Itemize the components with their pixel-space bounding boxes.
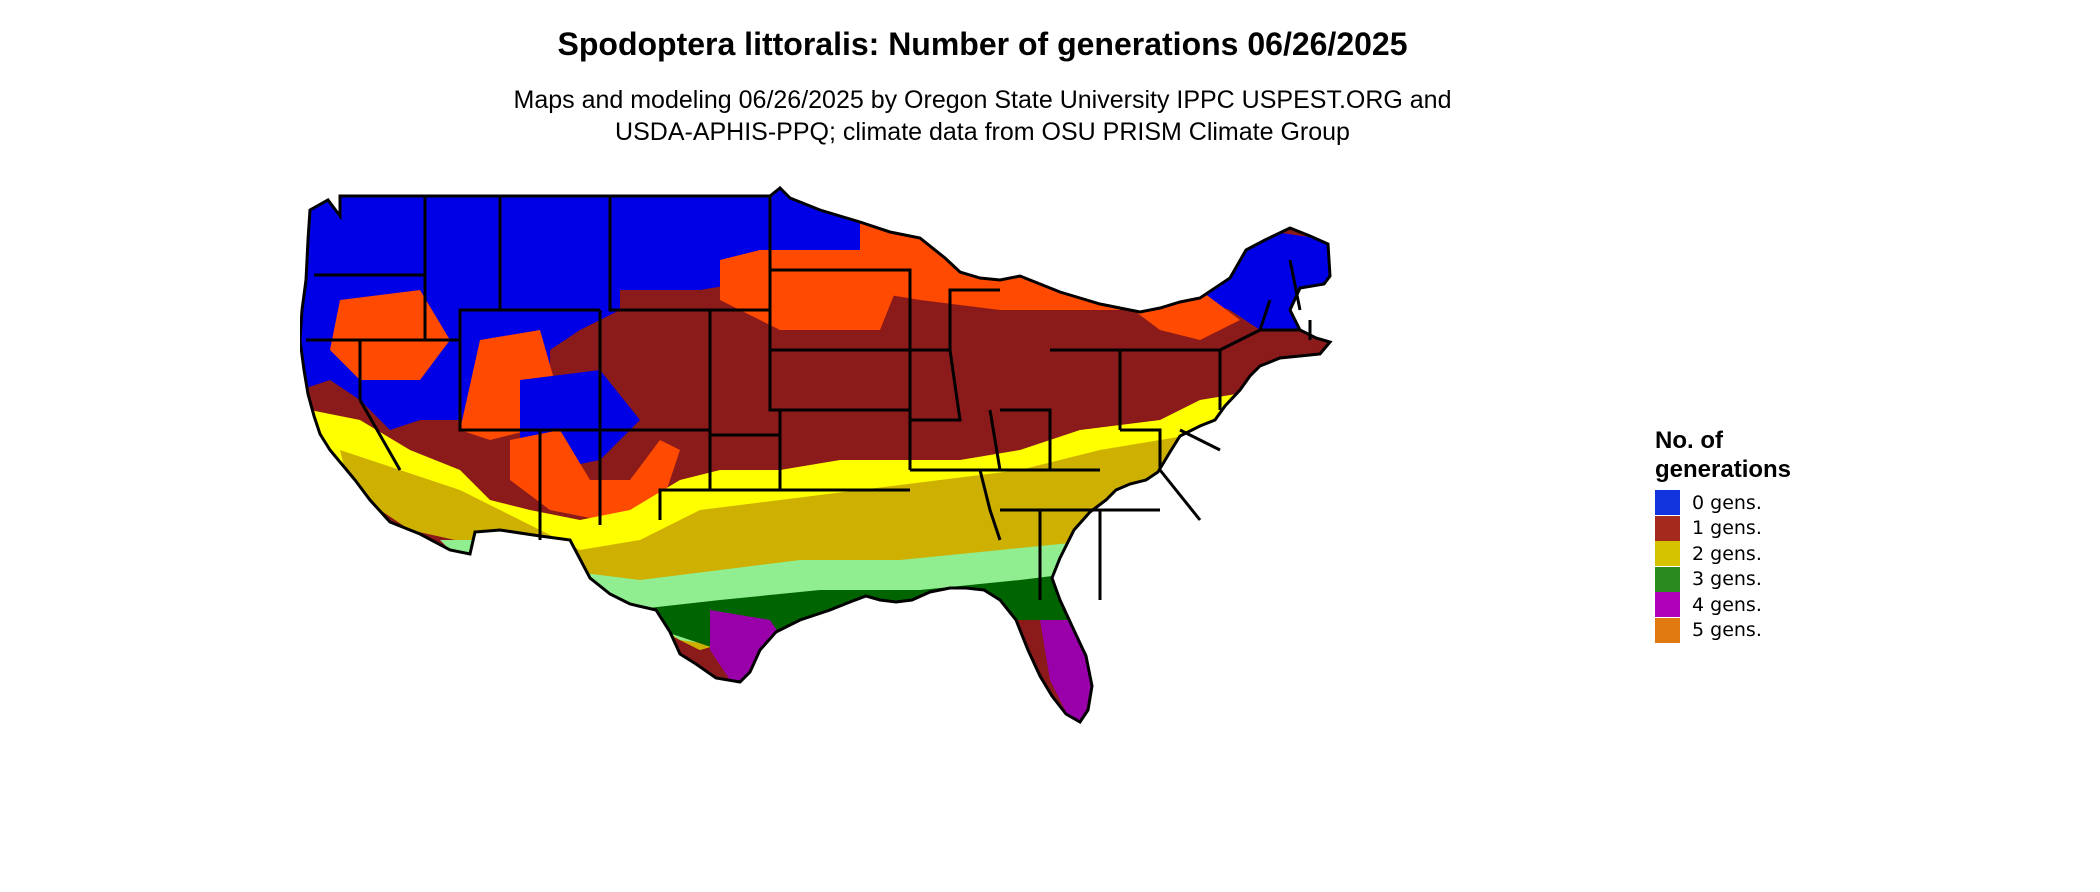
zone-two-gen: [340, 430, 1260, 650]
legend-label-0: 0 gens.: [1692, 491, 1762, 514]
zone-zero-gen-lakes: [950, 190, 1060, 280]
legend-item-4: 4 gens.: [1655, 592, 1791, 618]
legend-label-2: 2 gens.: [1692, 542, 1762, 565]
map-title: Spodoptera littoralis: Number of generat…: [557, 26, 1408, 62]
legend-item-2: 2 gens.: [1655, 541, 1791, 567]
subtitle-line-2: USDA-APHIS-PPQ; climate data from OSU PR…: [615, 118, 1350, 146]
legend-swatch-0: [1655, 490, 1680, 516]
legend-label-5: 5 gens.: [1692, 619, 1762, 642]
zone-partial-southwest: [510, 430, 680, 520]
legend-swatch-5: [1655, 617, 1680, 643]
zone-zero-gen-west: [300, 188, 860, 430]
legend-item-1: 1 gens.: [1655, 515, 1791, 542]
legend-item-0: 0 gens.: [1655, 490, 1791, 516]
us-generations-map: [300, 180, 1620, 890]
legend-item-3: 3 gens.: [1655, 566, 1791, 593]
generation-zones: [300, 188, 1330, 722]
legend-title: No. of generations: [1655, 426, 1791, 484]
legend-swatch-3: [1655, 566, 1680, 592]
legend-swatch-4: [1655, 592, 1680, 618]
legend-label-4: 4 gens.: [1692, 593, 1762, 616]
zone-partial-three: [440, 510, 1200, 650]
legend-label-1: 1 gens.: [1692, 517, 1762, 540]
map-subtitle: Maps and modeling 06/26/2025 by Oregon S…: [0, 84, 1965, 148]
legend-title-line-1: No. of: [1655, 427, 1723, 454]
state-borders: [300, 185, 1333, 724]
legend-swatch-2: [1655, 541, 1680, 567]
legend-label-3: 3 gens.: [1692, 568, 1762, 591]
map-canvas: [300, 185, 1333, 724]
legend-swatch-1: [1655, 515, 1680, 541]
legend-title-line-2: generations: [1655, 456, 1792, 483]
subtitle-line-1: Maps and modeling 06/26/2025 by Oregon S…: [513, 86, 1452, 114]
legend: No. of generations 0 gens. 1 gens. 2 gen…: [1655, 426, 1791, 643]
legend-item-5: 5 gens.: [1655, 617, 1791, 644]
